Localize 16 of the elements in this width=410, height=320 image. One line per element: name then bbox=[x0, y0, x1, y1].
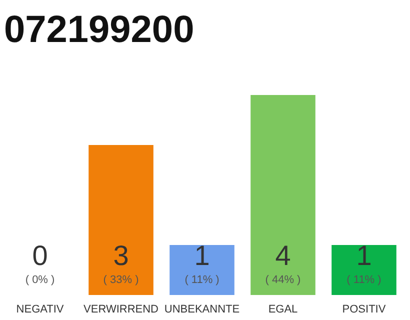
x-tick-label: VERWIRREND bbox=[84, 304, 159, 316]
annotation: 1 bbox=[194, 240, 210, 271]
chart-title: 072199200 bbox=[4, 9, 194, 51]
x-tick-label: EGAL bbox=[268, 304, 298, 316]
data-label: ( 0% ) bbox=[25, 274, 55, 286]
annotation: 4 bbox=[275, 240, 291, 271]
data-label: ( 11% ) bbox=[184, 274, 220, 286]
data-label: ( 11% ) bbox=[346, 274, 382, 286]
annotation: 0 bbox=[32, 240, 48, 271]
annotation: 1 bbox=[356, 240, 372, 271]
data-label: ( 33% ) bbox=[103, 274, 139, 286]
annotation: 3 bbox=[113, 240, 129, 271]
x-tick-label: UNBEKANNTE bbox=[164, 304, 240, 316]
data-label: ( 44% ) bbox=[265, 274, 301, 286]
x-tick-label: POSITIV bbox=[342, 304, 386, 316]
x-tick-label: NEGATIV bbox=[16, 304, 64, 316]
